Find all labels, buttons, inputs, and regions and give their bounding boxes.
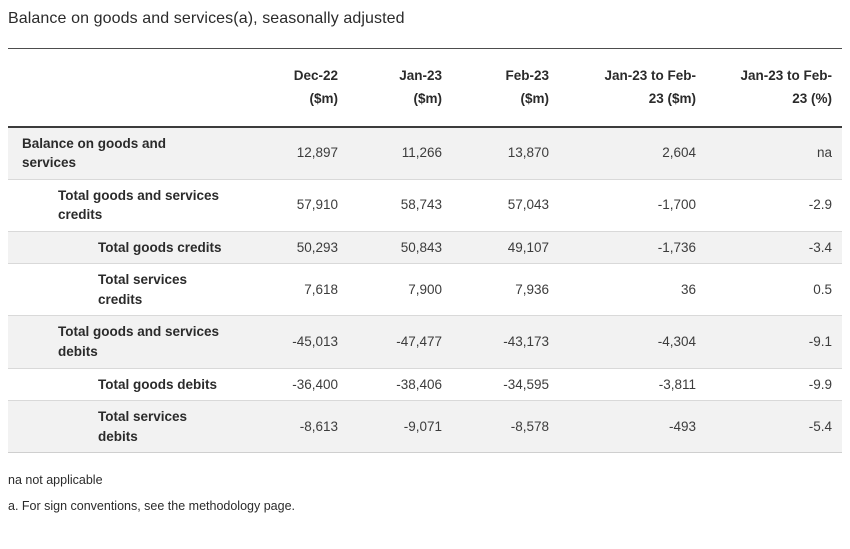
- stats-table-page: Balance on goods and services(a), season…: [0, 10, 850, 515]
- cell-value: na: [816, 145, 832, 161]
- cell-value: 7,936: [452, 263, 559, 316]
- cell-value: -3.4: [706, 230, 842, 264]
- cell-value: -8,613: [258, 400, 348, 454]
- row-label: Balance on goods and services: [22, 135, 167, 171]
- cell-value: -493: [559, 400, 706, 454]
- cell-value: -45,013: [258, 315, 348, 369]
- cell-value: 50,843: [348, 230, 452, 264]
- table-footnotes: na not applicable a. For sign convention…: [8, 472, 842, 515]
- row-label: Total goods credits: [8, 230, 258, 264]
- cell-value: 12,897: [296, 145, 338, 161]
- cell-value: -2.9: [706, 178, 842, 232]
- cell-value: 7,618: [258, 263, 348, 316]
- cell-value: 57,910: [258, 178, 348, 232]
- cell-value: 36: [559, 263, 706, 316]
- table-row-goods-credits: Total goods credits 50,293 50,843 49,107…: [8, 230, 842, 264]
- cell-value: 7,900: [348, 263, 452, 316]
- cell-value: -9.1: [706, 315, 842, 369]
- footnote-na: na not applicable: [8, 473, 103, 488]
- cell-value: -38,406: [348, 367, 452, 401]
- cell-value: -1,736: [559, 230, 706, 264]
- cell-value: -4,304: [559, 315, 706, 369]
- cell-value: -34,595: [452, 367, 559, 401]
- cell-value: -9,071: [348, 400, 452, 454]
- cell-value: -1,700: [559, 178, 706, 232]
- cell-value: 58,743: [348, 178, 452, 232]
- cell-value: -8,578: [452, 400, 559, 454]
- cell-value: -47,477: [348, 315, 452, 369]
- table-row-services-debits: Total services debits -8,613 -9,071 -8,5…: [8, 400, 842, 454]
- row-label: Total services debits: [8, 400, 258, 454]
- table-row-gs-credits: Total goods and services credits 57,910 …: [8, 178, 842, 232]
- row-label: Total services credits: [8, 263, 258, 316]
- cell-value: -5.4: [706, 400, 842, 454]
- cell-value: 11,266: [401, 145, 442, 161]
- table-header-row: Dec-22 ($m) Jan-23 ($m) Feb-23 ($m) Jan-…: [8, 48, 842, 128]
- cell-value: -3,811: [559, 367, 706, 401]
- balance-table: Dec-22 ($m) Jan-23 ($m) Feb-23 ($m) Jan-…: [8, 48, 842, 454]
- cell-value: 2,604: [662, 145, 696, 161]
- row-label: Total goods debits: [8, 367, 258, 401]
- column-header-change-percent: Jan-23 to Feb- 23 (%): [706, 48, 842, 128]
- cell-value: 49,107: [452, 230, 559, 264]
- table-row-gs-debits: Total goods and services debits -45,013 …: [8, 315, 842, 369]
- cell-value: 0.5: [706, 263, 842, 316]
- column-header-change-dollars: Jan-23 to Feb- 23 ($m): [559, 48, 706, 128]
- table-header: Dec-22 ($m) Jan-23 ($m) Feb-23 ($m) Jan-…: [8, 48, 842, 128]
- cell-value: 13,870: [507, 145, 549, 161]
- cell-value: -9.9: [706, 367, 842, 401]
- column-header-dec22: Dec-22 ($m): [258, 48, 348, 128]
- column-header-rowlabel: [8, 48, 258, 128]
- row-label: Total goods and services credits: [8, 178, 258, 232]
- cell-value: -43,173: [452, 315, 559, 369]
- cell-value: 50,293: [258, 230, 348, 264]
- row-label: Total goods and services debits: [8, 315, 258, 369]
- table-row-balance: Balance on goods and services 12,897 11,…: [8, 126, 842, 180]
- table-row-services-credits: Total services credits 7,618 7,900 7,936…: [8, 263, 842, 316]
- page-title: Balance on goods and services(a), season…: [8, 10, 405, 27]
- footnote-sign-conventions: a. For sign conventions, see the methodo…: [8, 499, 295, 514]
- table-body: Balance on goods and services 12,897 11,…: [8, 126, 842, 454]
- column-header-feb23: Feb-23 ($m): [452, 48, 559, 128]
- cell-value: -36,400: [258, 367, 348, 401]
- cell-value: 57,043: [452, 178, 559, 232]
- table-row-goods-debits: Total goods debits -36,400 -38,406 -34,5…: [8, 367, 842, 401]
- column-header-jan23: Jan-23 ($m): [348, 48, 452, 128]
